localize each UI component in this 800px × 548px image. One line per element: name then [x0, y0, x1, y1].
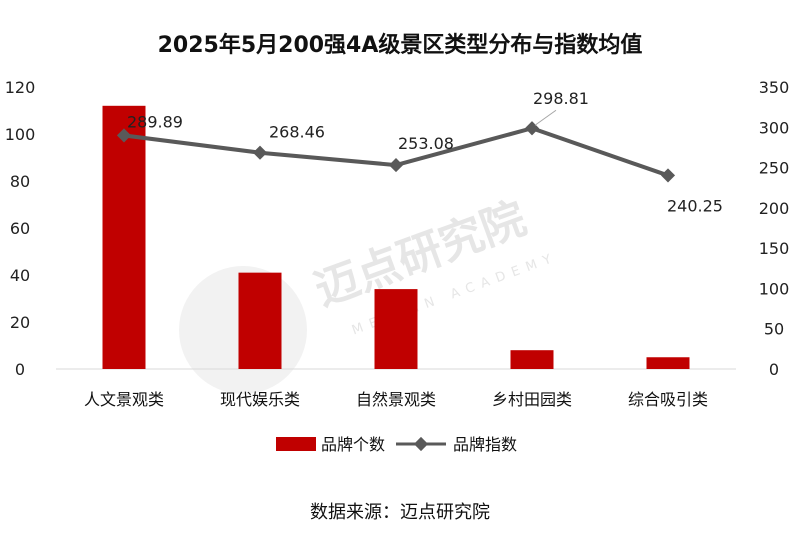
right-tick-label: 50 [764, 320, 784, 339]
legend: 品牌个数 品牌指数 [276, 435, 517, 454]
watermark: 迈点研究院 MEADIN ACADEMY [179, 193, 560, 394]
left-axis: 0 20 40 60 80 100 120 [5, 78, 36, 379]
right-tick-label: 300 [759, 118, 790, 137]
right-tick-label: 150 [759, 239, 790, 258]
right-axis: 0 50 100 150 200 250 300 350 [759, 78, 790, 379]
category-label: 自然景观类 [356, 390, 436, 409]
right-tick-label: 250 [759, 159, 790, 178]
right-tick-label: 200 [759, 199, 790, 218]
right-tick-label: 0 [769, 360, 779, 379]
legend-bar-label: 品牌个数 [321, 435, 385, 454]
label-leader-line [534, 109, 557, 126]
left-tick-label: 60 [10, 219, 30, 238]
legend-line-label: 品牌指数 [453, 435, 517, 454]
category-label: 人文景观类 [84, 390, 164, 409]
line-data-label: 298.81 [533, 89, 589, 108]
category-label: 现代娱乐类 [220, 390, 300, 409]
bar [374, 289, 418, 369]
right-tick-label: 350 [759, 78, 790, 97]
line-data-label: 289.89 [127, 112, 183, 131]
line-point [388, 158, 404, 173]
left-tick-label: 20 [10, 313, 30, 332]
line-data-label: 268.46 [269, 123, 325, 142]
line-data-labels: 289.89 268.46 253.08 298.81 240.25 [127, 89, 723, 215]
bar-series [102, 105, 690, 370]
line-data-label: 240.25 [667, 196, 723, 215]
left-tick-label: 0 [15, 360, 25, 379]
left-tick-label: 100 [5, 125, 36, 144]
source-note: 数据来源：迈点研究院 [310, 502, 490, 523]
left-tick-label: 80 [10, 172, 30, 191]
left-tick-label: 120 [5, 78, 36, 97]
left-tick-label: 40 [10, 266, 30, 285]
bar [510, 350, 554, 369]
legend-line-marker [413, 436, 429, 452]
bar [238, 272, 282, 369]
line-point [660, 168, 676, 183]
bar [646, 357, 690, 369]
category-labels: 人文景观类 现代娱乐类 自然景观类 乡村田园类 综合吸引类 [84, 390, 708, 409]
category-label: 乡村田园类 [492, 390, 572, 409]
line-point [252, 145, 268, 160]
bar [102, 105, 146, 370]
right-tick-label: 100 [759, 279, 790, 298]
chart-title: 2025年5月200强4A级景区类型分布与指数均值 [158, 32, 643, 58]
line-data-label: 253.08 [398, 134, 454, 153]
legend-bar-swatch [276, 437, 316, 451]
watermark-text: 迈点研究院 [308, 193, 532, 316]
line-series [116, 121, 676, 183]
category-label: 综合吸引类 [628, 390, 708, 409]
